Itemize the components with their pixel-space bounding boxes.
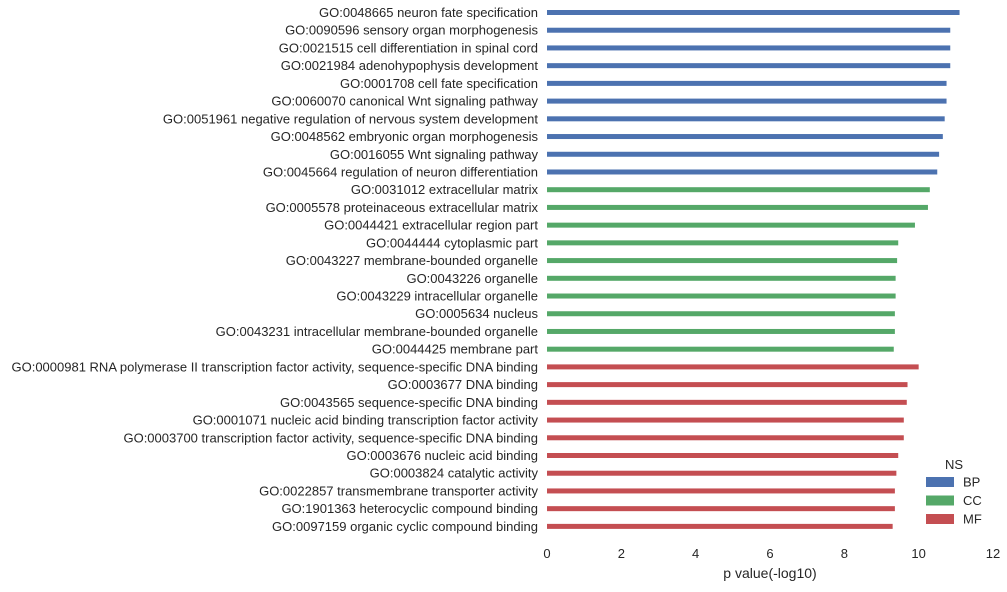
category-label: GO:0044425 membrane part xyxy=(372,342,539,357)
category-label: GO:0021984 adenohypophysis development xyxy=(281,58,539,73)
category-label: GO:0060070 canonical Wnt signaling pathw… xyxy=(271,94,538,109)
bar-cc xyxy=(547,311,895,317)
x-axis-title: p value(-log10) xyxy=(723,565,816,581)
bars-layer xyxy=(547,10,960,529)
bar-cc xyxy=(547,222,915,228)
category-label: GO:0090596 sensory organ morphogenesis xyxy=(285,23,538,38)
x-tick-label: 10 xyxy=(911,546,925,561)
x-tick-label: 2 xyxy=(618,546,625,561)
bar-cc xyxy=(547,240,899,246)
category-label: GO:0097159 organic cyclic compound bindi… xyxy=(272,519,538,534)
bar-bp xyxy=(547,45,951,51)
category-label: GO:0043227 membrane-bounded organelle xyxy=(286,253,538,268)
legend-label-cc: CC xyxy=(963,493,982,508)
bar-bp xyxy=(547,116,945,122)
category-labels: GO:0048665 neuron fate specification GO:0… xyxy=(11,5,538,534)
legend-swatch-bp xyxy=(926,477,954,487)
legend-title: NS xyxy=(945,457,963,472)
category-label: GO:0001708 cell fate specification xyxy=(340,76,538,91)
bar-bp xyxy=(547,98,947,104)
bar-bp xyxy=(547,10,960,15)
bar-mf xyxy=(547,453,899,458)
legend-label-bp: BP xyxy=(963,475,980,490)
category-label: GO:0001071 nucleic acid binding transcri… xyxy=(193,413,539,428)
category-label: GO:0021515 cell differentiation in spina… xyxy=(279,40,538,55)
x-tick-label: 0 xyxy=(543,546,550,561)
category-label: GO:0043226 organelle xyxy=(406,271,538,286)
category-label: GO:0043229 intracellular organelle xyxy=(336,289,538,304)
x-axis: 0 2 4 6 8 10 12 xyxy=(543,546,1000,561)
category-label: GO:0003824 catalytic activity xyxy=(370,466,539,481)
x-tick-label: 8 xyxy=(841,546,848,561)
legend: NS BP CC MF xyxy=(926,457,982,527)
bar-mf xyxy=(547,364,919,370)
bar-mf xyxy=(547,488,895,494)
bar-mf xyxy=(547,417,904,423)
bar-cc xyxy=(547,275,896,281)
bar-cc xyxy=(547,346,894,352)
bar-bp xyxy=(547,27,951,33)
bar-bp xyxy=(547,151,940,157)
x-tick-label: 6 xyxy=(766,546,773,561)
category-label: GO:0003677 DNA binding xyxy=(388,377,538,392)
category-label: GO:0051961 negative regulation of nervou… xyxy=(163,111,538,126)
category-label: GO:0005578 proteinaceous extracellular m… xyxy=(266,200,539,215)
category-label: GO:0048665 neuron fate specification xyxy=(319,5,538,20)
category-label: GO:0003676 nucleic acid binding xyxy=(346,448,538,463)
category-label: GO:1901363 heterocyclic compound binding xyxy=(281,501,538,516)
category-label: GO:0031012 extracellular matrix xyxy=(351,182,539,197)
category-label: GO:0000981 RNA polymerase II transcripti… xyxy=(11,359,538,374)
x-tick-label: 12 xyxy=(986,546,1000,561)
bar-bp xyxy=(547,80,947,86)
category-label: GO:0044421 extracellular region part xyxy=(324,218,538,233)
bar-mf xyxy=(547,506,895,512)
category-label: GO:0048562 embryonic organ morphogenesis xyxy=(271,129,539,144)
category-label: GO:0003700 transcription factor activity… xyxy=(123,430,538,445)
bar-cc xyxy=(547,187,930,193)
bar-mf xyxy=(547,399,907,405)
category-label: GO:0022857 transmembrane transporter act… xyxy=(259,483,538,498)
legend-label-mf: MF xyxy=(963,512,982,527)
bar-cc xyxy=(547,204,928,210)
bar-cc xyxy=(547,258,898,264)
bar-cc xyxy=(547,328,895,334)
category-label: GO:0043565 sequence-specific DNA binding xyxy=(280,395,538,410)
category-label: GO:0043231 intracellular membrane-bounde… xyxy=(216,324,538,339)
category-label: GO:0045664 regulation of neuron differen… xyxy=(263,164,538,179)
bar-bp xyxy=(547,169,938,175)
legend-swatch-cc xyxy=(926,495,954,506)
category-label: GO:0005634 nucleus xyxy=(415,306,538,321)
category-label: GO:0016055 Wnt signaling pathway xyxy=(330,147,539,162)
legend-swatch-mf xyxy=(926,514,954,524)
category-label: GO:0044444 cytoplasmic part xyxy=(366,235,538,250)
bar-cc xyxy=(547,293,896,299)
bar-mf xyxy=(547,523,893,529)
bar-bp xyxy=(547,134,943,140)
bar-mf xyxy=(547,382,908,388)
x-tick-label: 4 xyxy=(692,546,699,561)
bar-bp xyxy=(547,63,951,69)
bar-mf xyxy=(547,435,904,441)
bar-mf xyxy=(547,470,897,476)
